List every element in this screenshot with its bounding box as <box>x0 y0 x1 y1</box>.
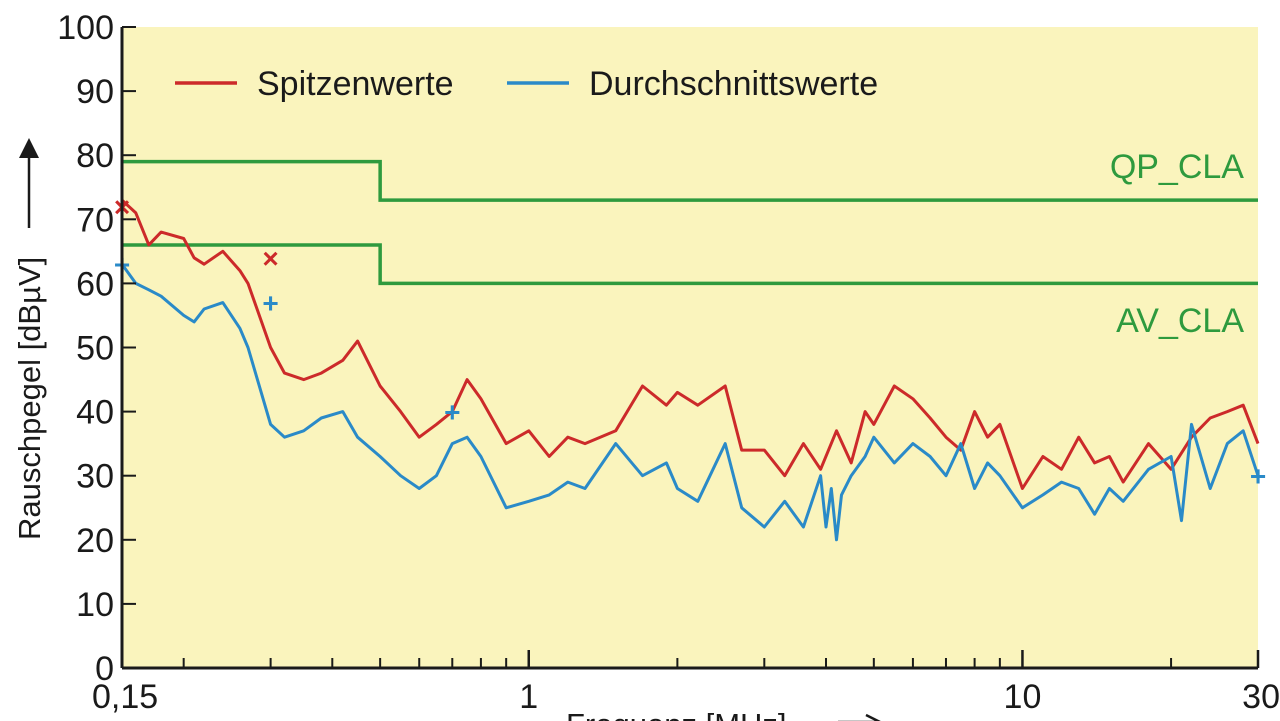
data-marker-3: + <box>262 288 278 319</box>
limit-lines: QP_CLA AV_CLA <box>122 148 1258 340</box>
x-axis-arrow <box>838 713 881 721</box>
legend: Spitzenwerte Durchschnittswerte <box>175 65 878 103</box>
legend-label-durchschnittswerte: Durchschnittswerte <box>589 65 878 103</box>
limit-line-qp-cla <box>122 159 1258 202</box>
y-tick-label: 60 <box>76 265 114 303</box>
limit-line-av-cla <box>122 243 1258 286</box>
series-lines <box>120 199 1260 542</box>
y-tick-label: 10 <box>76 586 114 624</box>
y-tick-label: 90 <box>76 73 114 111</box>
data-marker-1: × <box>262 243 278 274</box>
x-tick-label: 0,15 <box>92 678 158 716</box>
data-marker-5: + <box>1250 461 1266 492</box>
data-marker-4: + <box>444 397 460 428</box>
plot-area <box>122 27 1258 668</box>
x-tick-label: 30 <box>1242 678 1280 716</box>
y-tick-label: 0 <box>95 650 114 688</box>
y-tick-label: 50 <box>76 330 114 368</box>
x-tick-label: 1 <box>519 678 538 716</box>
y-axis-arrow-head <box>19 138 39 158</box>
y-tick-label: 30 <box>76 458 114 496</box>
axes: 0 10 20 30 40 50 60 70 80 90 100 0,15 1 10 30 Frequenz … <box>12 9 1280 721</box>
legend-label-spitzenwerte: Spitzenwerte <box>257 65 454 103</box>
y-tick-label: 70 <box>76 201 114 239</box>
y-tick-label: 100 <box>57 9 114 47</box>
y-tick-label: 80 <box>76 137 114 175</box>
x-tick-label: 10 <box>1004 678 1042 716</box>
series-line-durchschnittswerte <box>120 263 1260 542</box>
y-axis-label: Rauschpegel [dBµV] <box>12 257 47 540</box>
series-line-spitzenwerte <box>120 199 1260 490</box>
x-axis-label: Frequenz [MHz] <box>566 707 787 721</box>
y-tick-label: 40 <box>76 394 114 432</box>
y-tick-label: 20 <box>76 522 114 560</box>
limit-label-qp-cla: QP_CLA <box>1110 148 1244 186</box>
limit-label-av-cla: AV_CLA <box>1116 302 1244 340</box>
